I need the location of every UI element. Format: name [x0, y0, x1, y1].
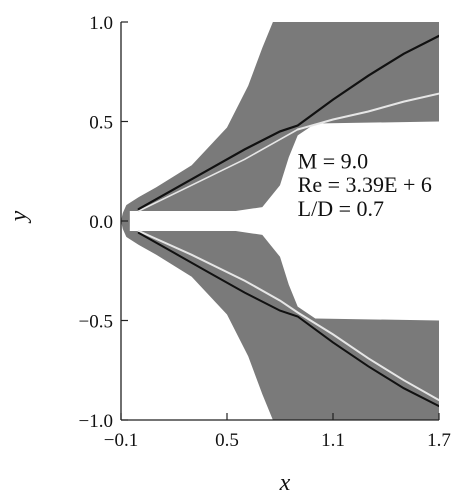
y-axis-label: y — [6, 210, 32, 223]
annotation-1: M = 9.0 — [298, 148, 368, 173]
shock-line-upper — [137, 34, 439, 211]
shock-line-upper-light — [296, 92, 439, 131]
y-tick-label: 1.0 — [89, 13, 113, 34]
annotation-2: Re = 3.39E + 6 — [298, 172, 432, 197]
shock-line-upper-secondary — [137, 128, 299, 212]
y-tick-label: −0.5 — [79, 312, 113, 333]
cavity-upper-body — [129, 121, 439, 221]
plot-area — [121, 22, 439, 420]
x-tick-label: 0.5 — [215, 430, 239, 451]
cavity-lower-body — [129, 221, 439, 321]
shock-line-lower-light — [137, 230, 439, 402]
x-tick-label: 1.7 — [427, 430, 451, 451]
x-ticks: −0.1 0.5 1.1 1.7 — [104, 413, 451, 451]
y-tick-label: 0.5 — [89, 113, 113, 134]
x-tick-label: 1.1 — [321, 430, 345, 451]
x-tick-label: −0.1 — [104, 430, 138, 451]
x-axis-label: x — [279, 470, 291, 496]
y-tick-label: 0.0 — [89, 212, 113, 233]
shock-line-lower — [137, 231, 439, 408]
annotation-3: L/D = 0.7 — [298, 196, 384, 221]
annotations: M = 9.0Re = 3.39E + 6L/D = 0.7 — [298, 148, 432, 221]
y-ticks: 1.0 0.5 0.0 −0.5 −1.0 — [79, 13, 128, 432]
y-tick-label: −1.0 — [79, 411, 113, 432]
